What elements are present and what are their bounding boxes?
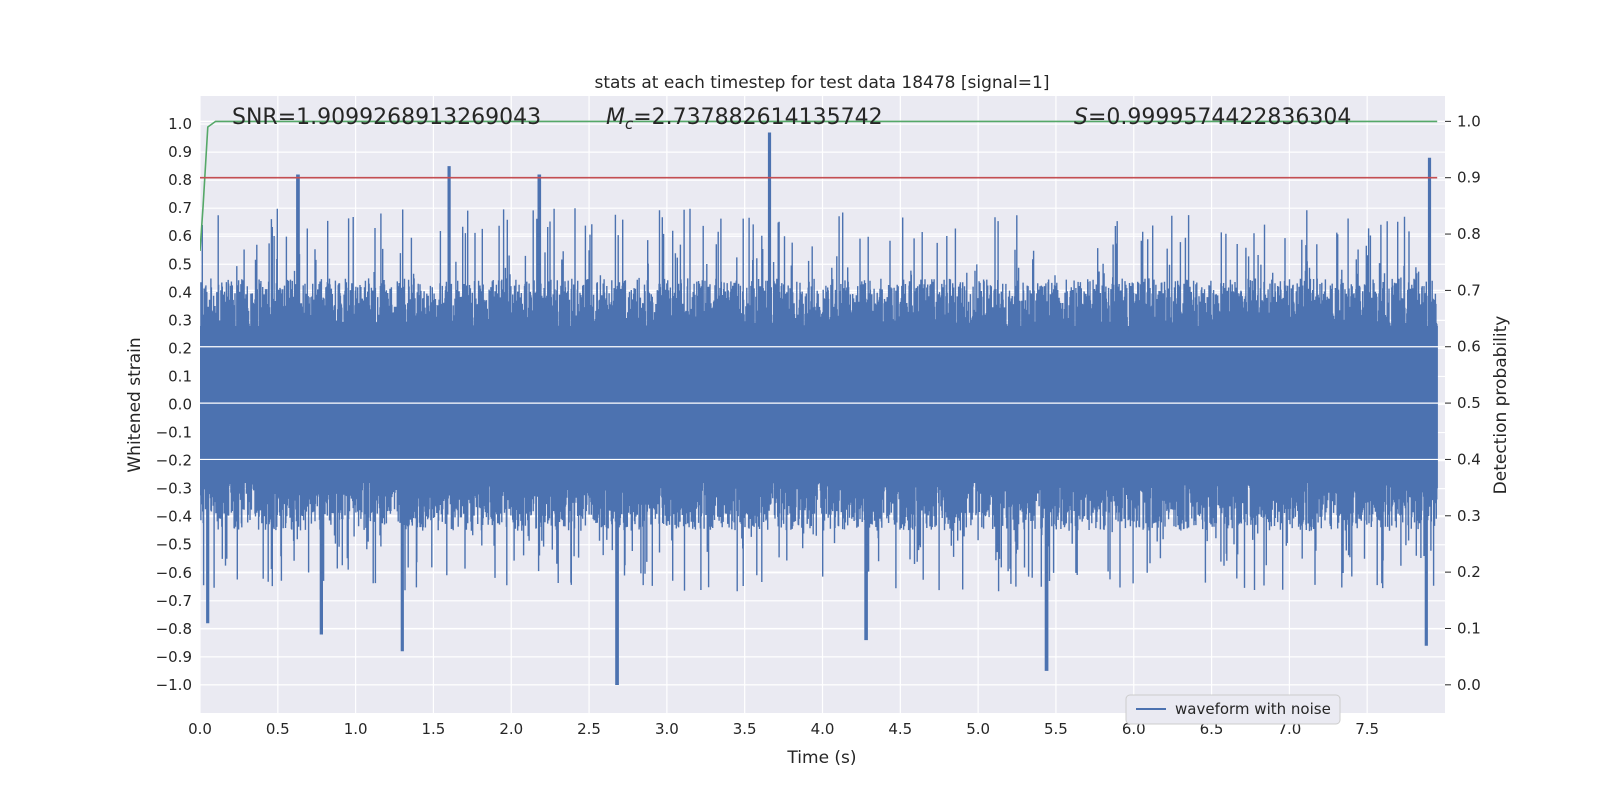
x-tick-label: 4.5: [888, 720, 912, 738]
y-tick-label: 0.1: [168, 367, 192, 385]
s-annotation: S=0.9999574422836304: [1074, 105, 1351, 130]
probability-series: [200, 120, 1438, 252]
waveform-series: [200, 132, 1445, 685]
legend-label: waveform with noise: [1175, 700, 1331, 718]
y-axis-label: Whitened strain: [125, 337, 145, 472]
waveform-line: [200, 132, 1438, 685]
y-tick-label: −0.2: [156, 452, 192, 470]
x-axis-label: Time (s): [786, 748, 856, 768]
y-tick-label: −0.6: [156, 564, 192, 582]
x-tick-label: 5.0: [966, 720, 990, 738]
y2-tick-label: 0.8: [1457, 225, 1481, 243]
y2-tick-label: 0.1: [1457, 619, 1481, 637]
y-tick-label: 0.4: [168, 283, 192, 301]
x-tick-label: 0.5: [266, 720, 290, 738]
y-tick-label: 1.0: [168, 115, 192, 133]
s-symbol: S: [1074, 105, 1088, 130]
x-tick-label: 1.5: [422, 720, 446, 738]
mc-annotation: Mc=2.737882614135742: [606, 105, 883, 133]
y-tick-label: −0.8: [156, 620, 192, 638]
y-tick-label: −0.1: [156, 424, 192, 442]
detection-probability-line: [200, 120, 1438, 252]
x-tick-label: 4.0: [811, 720, 835, 738]
y-tick-label: 0.6: [168, 227, 192, 245]
y2-axis-label: Detection probability: [1491, 316, 1511, 495]
y-tick-label: −0.9: [156, 648, 192, 666]
y2-tick-label: 0.3: [1457, 507, 1481, 525]
y-tick-label: 0.9: [168, 143, 192, 161]
x-tick-label: 2.0: [499, 720, 523, 738]
chart-title: stats at each timestep for test data 184…: [595, 73, 1050, 93]
legend-box: [1125, 694, 1341, 725]
y-tick-label: −0.7: [156, 592, 192, 610]
y-tick-label: −0.3: [156, 480, 192, 498]
y-tick-label: 0.5: [168, 255, 192, 273]
y2-tick-label: 0.7: [1457, 281, 1481, 299]
mc-value: =2.737882614135742: [633, 105, 882, 130]
y-axis-ticks: 1.0 0.9 0.8 0.7 0.6 0.5 0.4 0.3 0.2 0.1 0.0 −0.1 −0.…: [156, 115, 192, 694]
s-value: =0.9999574422836304: [1088, 105, 1351, 130]
x-tick-label: 3.0: [655, 720, 679, 738]
x-tick-label: 1.0: [344, 720, 368, 738]
y2-tick-label: 0.0: [1457, 676, 1481, 694]
x-tick-label: 0.0: [188, 720, 212, 738]
x-tick-label: 7.5: [1355, 720, 1379, 738]
y-tick-label: 0.2: [168, 339, 192, 357]
y-tick-label: −0.4: [156, 508, 192, 526]
y-tick-label: 0.3: [168, 311, 192, 329]
mc-subscript: c: [625, 115, 634, 133]
y-tick-label: 0.0: [168, 396, 192, 414]
y2-tick-label: 0.6: [1457, 338, 1481, 356]
x-tick-label: 3.5: [733, 720, 757, 738]
x-tick-label: 2.5: [577, 720, 601, 738]
y-tick-label: −0.5: [156, 536, 192, 554]
y-tick-label: −1.0: [156, 676, 192, 694]
y-tick-label: 0.7: [168, 199, 192, 217]
y2-tick-label: 0.4: [1457, 450, 1481, 468]
y2-tick-label: 0.2: [1457, 563, 1481, 581]
y2-tick-label: 0.9: [1457, 169, 1481, 187]
y2-tick-label: 1.0: [1457, 112, 1481, 130]
y2-axis-ticks: 1.0 0.9 0.8 0.7 0.6 0.5 0.4 0.3 0.2 0.1 0.0: [1445, 112, 1481, 694]
legend: waveform with noise: [1125, 694, 1341, 725]
snr-annotation: SNR=1.9099268913269043: [232, 105, 541, 130]
x-tick-label: 5.5: [1044, 720, 1068, 738]
y-tick-label: 0.8: [168, 171, 192, 189]
mc-symbol: M: [606, 105, 625, 130]
y2-tick-label: 0.5: [1457, 394, 1481, 412]
